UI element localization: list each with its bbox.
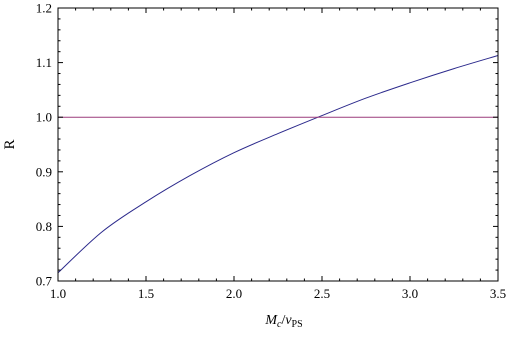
plot-curves <box>57 55 499 274</box>
y-tick-label: 1.0 <box>36 110 52 125</box>
x-tick-label: 3.5 <box>490 286 506 301</box>
x-axis-label: Mc/vPS <box>264 313 302 330</box>
x-tick-label: 3.0 <box>402 286 418 301</box>
y-tick-label: 1.2 <box>36 1 52 16</box>
x-tick-label: 1.0 <box>50 286 66 301</box>
y-axis-label: R <box>2 139 18 149</box>
x-axis-label-main: M <box>264 313 278 328</box>
x-tick-label: 2.5 <box>314 286 330 301</box>
x-tick-label: 2.0 <box>226 286 242 301</box>
x-axis-label-main-sub: c <box>277 319 282 330</box>
plot-frame <box>57 7 499 282</box>
series-line-0 <box>57 55 499 274</box>
y-tick-label: 0.8 <box>36 219 52 234</box>
x-axis-label-sep: / <box>281 313 285 328</box>
y-tick-label: 0.7 <box>36 274 53 289</box>
x-axis-label-denom-sub: PS <box>292 319 303 330</box>
x-axis-ticks: 1.0 1.5 2.0 2.5 3.0 3.5 <box>50 8 506 301</box>
y-tick-label: 1.1 <box>36 55 52 70</box>
x-axis-label-denom: v <box>285 313 292 328</box>
x-tick-label: 1.5 <box>138 286 154 301</box>
y-tick-label: 0.9 <box>36 164 52 179</box>
y-axis-ticks: 0.7 0.8 0.9 1.0 1.1 1.2 <box>36 1 498 289</box>
